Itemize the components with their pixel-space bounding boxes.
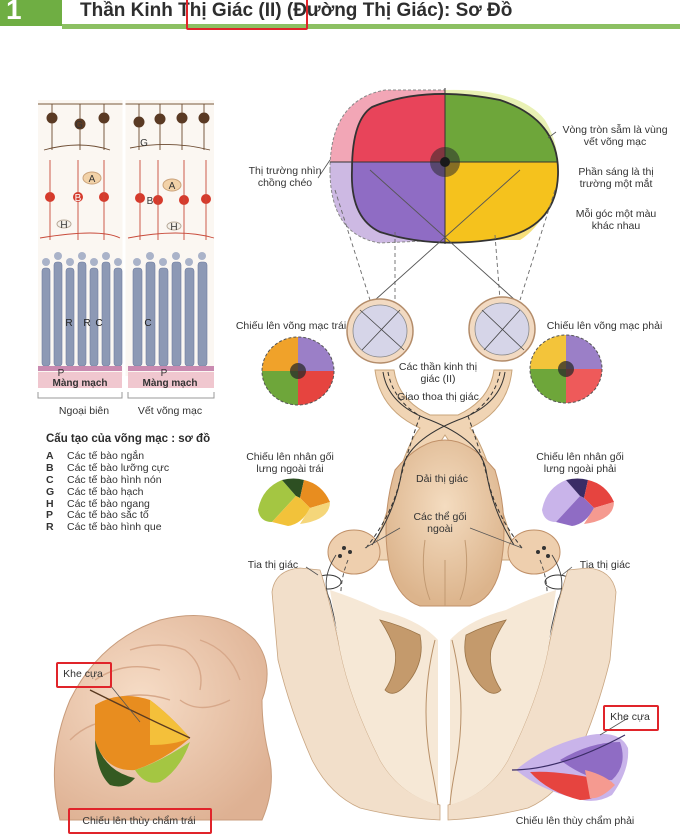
letter-c-left: C	[95, 318, 102, 329]
retina-structure-illustration	[37, 100, 215, 399]
section-tab: 1	[0, 0, 62, 26]
left-lgn-projection	[258, 478, 330, 526]
letter-a-left: A	[89, 174, 96, 185]
legend-item: G Các tế bào hạch	[46, 485, 169, 499]
colors-note-label: Mỗi góc một màu khác nhau	[575, 208, 657, 232]
legend-text: Các tế bào hình que	[67, 521, 162, 534]
legend-text: Các tế bào hạch	[67, 485, 144, 498]
right-retina-projection	[529, 334, 603, 404]
choroid-label-right: Màng mạch	[142, 378, 197, 389]
left-radiation-label: Tia thị giác	[247, 559, 299, 571]
letter-p-left: P	[58, 368, 65, 379]
light-part-label: Phần sáng là thị trường một mắt	[578, 166, 654, 190]
legend-text: Các tế bào lưỡng cực	[67, 461, 170, 474]
legend-key: A	[46, 450, 54, 462]
leader-lines	[109, 131, 629, 736]
right-radiation-label: Tia thị giác	[579, 559, 631, 571]
crossed-field-label: Thị trường nhìn chồng chéo	[248, 165, 322, 189]
section-number: 1	[6, 0, 22, 25]
legend-text: Các tế bào ngắn	[67, 450, 145, 462]
legend-key: H	[46, 497, 54, 510]
left-occipital-highlight-box	[68, 808, 212, 834]
left-retina-projection-label: Chiếu lên võng mạc trái	[235, 320, 347, 332]
macula-caption: Vết võng mạc	[138, 405, 202, 417]
right-lgn-projection	[542, 478, 614, 526]
optic-nerves-label: Các thần kinh thị giác (II)	[398, 361, 478, 385]
right-calcarine-label: Khe cựa	[610, 711, 650, 723]
title-highlight: Thị Giác (II)	[178, 0, 282, 21]
page-title: Thần Kinh Thị Giác (II) (Đường Thị Giác)…	[80, 0, 512, 22]
title-part-1: Thần Kinh	[80, 0, 179, 21]
left-occipital-projection-label: Chiếu lên thùy chẩm trái	[82, 815, 196, 827]
retina-cell-letters: G G A A B B H H R R C C P P Màng mạch Mà…	[52, 120, 202, 417]
legend-key: B	[46, 461, 54, 474]
legend-item: C Các tế bào hình nón	[46, 473, 169, 487]
right-calcarine-highlight-box	[603, 705, 659, 731]
letter-g-left: G	[75, 120, 83, 131]
left-calcarine-label: Khe cựa	[63, 668, 103, 680]
legend-title: Cấu tạo của võng mạc : sơ đồ	[46, 433, 211, 445]
title-part-2: (Đường Thị Giác): Sơ Đồ	[281, 0, 513, 21]
lateral-brain-view	[53, 615, 272, 821]
letter-a-right: A	[169, 181, 176, 192]
title-highlight-box	[186, 0, 308, 30]
letter-r-center: R	[83, 318, 90, 329]
legend-text: Các tế bào sắc tố	[67, 509, 149, 522]
left-retina-projection	[261, 336, 335, 406]
letter-p-right: P	[161, 368, 168, 379]
legend-item: R Các tế bào hình que	[46, 521, 169, 534]
left-calcarine-highlight-box	[56, 662, 112, 688]
letter-b-left: B	[75, 193, 82, 204]
legend-item: H Các tế bào ngang	[46, 497, 169, 511]
ray-lines	[369, 169, 521, 301]
legend-item: P Các tế bào sắc tố	[46, 510, 169, 522]
letter-r-left: R	[65, 318, 72, 329]
letter-b-right: B	[147, 196, 154, 207]
header-rule	[62, 24, 680, 29]
legend-item: A Các tế bào ngắn	[46, 450, 169, 463]
lgn-bodies-label: Các thể gối ngoài	[413, 511, 467, 535]
letter-h-left: H	[60, 220, 67, 231]
legend-key: C	[46, 473, 54, 486]
page-header: 1 Thần Kinh Thị Giác (II) (Đường Thị Giá…	[0, 0, 680, 34]
right-occipital-projection	[511, 733, 629, 801]
periphery-caption: Ngoại biên	[59, 405, 109, 417]
legend-text: Các tế bào ngang	[67, 497, 150, 510]
legend-key: G	[46, 485, 55, 498]
retina-legend: A Các tế bào ngắn B Các tế bào lưỡng cực C…	[46, 450, 170, 534]
legend-key: P	[46, 509, 54, 522]
right-occipital-projection-label: Chiếu lên thùy chẩm phải	[515, 815, 635, 827]
optic-tract-label: Dải thị giác	[416, 473, 468, 485]
right-lgn-projection-label: Chiếu lên nhân gối lưng ngoài phải	[536, 451, 624, 475]
optic-pathway	[314, 296, 572, 801]
right-retina-projection-label: Chiếu lên võng mạc phải	[546, 320, 663, 332]
choroid-label-left: Màng mạch	[52, 378, 107, 389]
left-lgn-projection-label: Chiếu lên nhân gối lưng ngoài trái	[246, 451, 334, 475]
visual-field-diagram	[329, 88, 559, 244]
letter-g-right: G	[140, 138, 148, 149]
legend-item: B Các tế bào lưỡng cực	[46, 461, 170, 475]
chiasm-label: Giao thoa thị giác	[397, 391, 479, 403]
letter-h-right: H	[170, 222, 177, 233]
letter-c-right: C	[144, 318, 151, 329]
legend-key: R	[46, 521, 54, 534]
legend-text: Các tế bào hình nón	[67, 473, 162, 486]
dark-circle-label: Vòng tròn sẫm là vùng vết võng mạc	[562, 124, 668, 148]
projection-lines	[334, 189, 556, 301]
